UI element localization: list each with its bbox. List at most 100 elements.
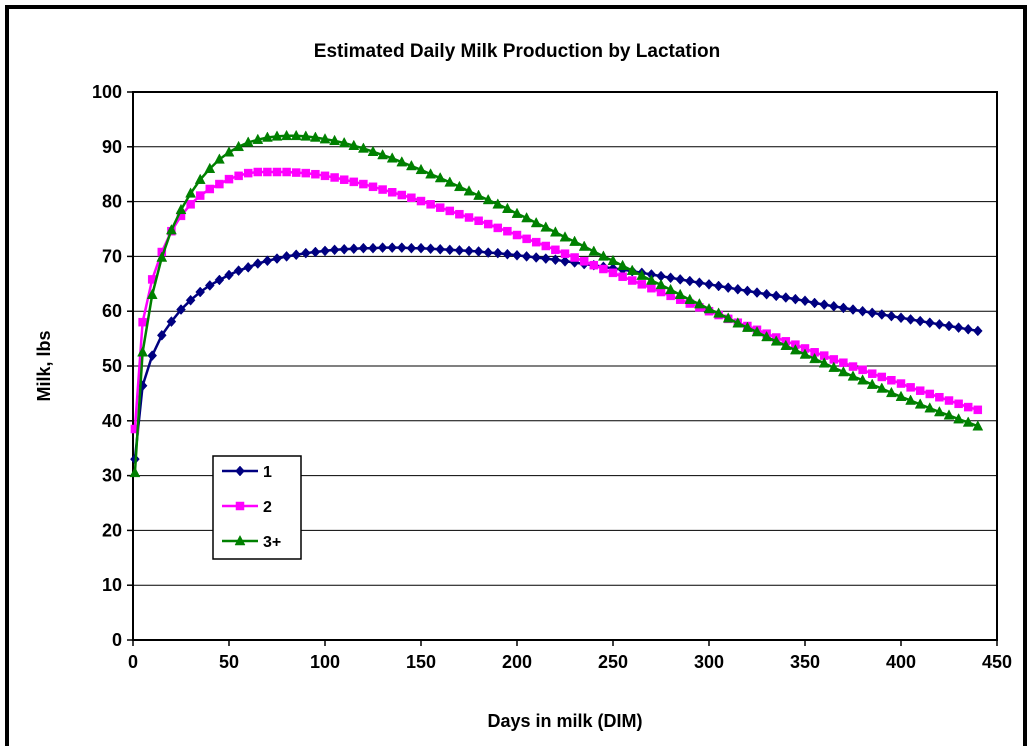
data-point (137, 346, 149, 357)
legend-marker (234, 534, 246, 546)
data-point (800, 295, 810, 307)
data-point (386, 152, 398, 163)
data-point (549, 226, 561, 237)
axis-ticks: 0 10 20 30 40 50 60 70 80 90 100 0 50 100 150 200 250 300… (92, 82, 1012, 672)
y-tick-label: 40 (102, 411, 122, 431)
data-point (138, 317, 147, 327)
data-point (425, 243, 436, 255)
data-point (194, 173, 206, 184)
data-point (291, 168, 301, 177)
legend-label: 2 (263, 499, 272, 516)
data-point (330, 173, 339, 182)
data-point (252, 258, 263, 269)
data-point (415, 163, 427, 175)
data-point (915, 386, 925, 395)
data-point (338, 136, 350, 148)
data-point (359, 179, 368, 189)
legend-marker (235, 501, 245, 511)
data-point (444, 244, 455, 256)
y-tick-label: 50 (102, 356, 122, 376)
data-point (742, 285, 753, 297)
data-point (473, 246, 484, 257)
data-point (857, 305, 868, 317)
data-point (156, 329, 167, 341)
data-point (445, 206, 455, 216)
data-point (665, 272, 676, 284)
data-point (540, 221, 552, 232)
data-point (349, 177, 359, 187)
data-point (501, 202, 513, 213)
data-point (713, 307, 725, 318)
data-point (953, 413, 965, 424)
x-tick-label: 300 (694, 652, 724, 672)
series-3 (129, 129, 984, 478)
data-point (522, 234, 531, 244)
data-point (175, 203, 187, 215)
data-point (435, 203, 445, 212)
series-2 (130, 167, 983, 434)
data-point (789, 344, 801, 355)
y-tick-label: 20 (102, 520, 122, 540)
data-point (896, 312, 906, 324)
data-point (925, 389, 935, 399)
data-point (647, 283, 656, 293)
series-line (133, 134, 979, 473)
data-point (416, 196, 426, 206)
data-point (867, 307, 878, 319)
data-point (618, 272, 627, 281)
data-point (368, 182, 378, 192)
data-point (858, 365, 867, 375)
series-1 (130, 242, 983, 465)
data-point (905, 394, 917, 405)
data-point (722, 312, 734, 323)
data-point (570, 253, 579, 262)
data-point (397, 190, 407, 200)
x-tick-label: 100 (310, 652, 340, 672)
data-point (511, 207, 523, 218)
data-point (761, 288, 772, 300)
data-point (915, 315, 926, 327)
data-point (896, 379, 906, 388)
data-point (693, 298, 705, 309)
data-point (185, 187, 197, 198)
data-point (848, 304, 858, 315)
data-point (973, 405, 983, 415)
data-point (320, 245, 330, 257)
data-point (205, 184, 215, 194)
data-point (809, 352, 821, 364)
data-point (741, 321, 753, 332)
data-point (732, 317, 744, 328)
data-point (780, 292, 791, 303)
y-tick-label: 60 (102, 301, 122, 321)
data-point (828, 300, 839, 312)
legend-marker (235, 465, 245, 477)
data-point (771, 290, 782, 302)
x-axis-label: Days in milk (DIM) (487, 711, 642, 731)
data-point (215, 179, 224, 189)
data-point (828, 361, 840, 372)
data-point (214, 274, 225, 286)
data-point (761, 330, 773, 342)
data-point (339, 175, 349, 184)
data-point (185, 294, 196, 306)
data-point (339, 243, 350, 255)
data-point (405, 159, 417, 171)
data-point (512, 230, 522, 240)
data-point (166, 316, 177, 327)
data-point (387, 188, 397, 197)
data-point (559, 231, 571, 242)
data-point (780, 339, 792, 350)
data-point (464, 245, 474, 257)
data-point (377, 148, 389, 160)
data-point (311, 169, 320, 179)
data-point (165, 224, 177, 235)
data-point (512, 249, 522, 261)
data-point (300, 247, 311, 259)
data-point (492, 247, 503, 259)
data-point (455, 209, 464, 219)
data-point (838, 302, 849, 314)
data-point (551, 245, 560, 255)
data-point (645, 274, 657, 285)
data-point (378, 185, 387, 194)
